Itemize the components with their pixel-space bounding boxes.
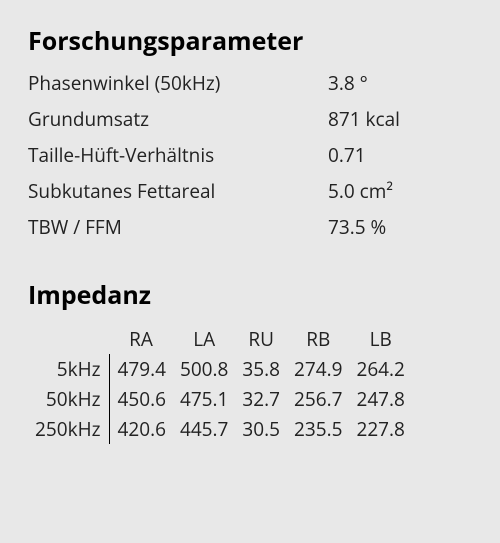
impedance-cell: 264.2 xyxy=(349,354,411,384)
impedance-cell: 256.7 xyxy=(287,384,349,414)
impedance-cell: 274.9 xyxy=(287,354,349,384)
param-label: Grundumsatz xyxy=(28,106,328,132)
param-row: Subkutanes Fettareal 5.0 cm² xyxy=(28,178,472,204)
research-parameters-section: Forschungsparameter Phasenwinkel (50kHz)… xyxy=(28,24,472,240)
param-row: TBW / FFM 73.5 % xyxy=(28,214,472,240)
param-label: Taille-Hüft-Verhältnis xyxy=(28,142,328,168)
impedance-cell: 35.8 xyxy=(235,354,287,384)
impedance-col-header: RA xyxy=(109,324,173,354)
impedance-header-row: RA LA RU RB LB xyxy=(28,324,412,354)
impedance-header-blank xyxy=(28,324,109,354)
impedance-cell: 500.8 xyxy=(173,354,235,384)
param-row: Taille-Hüft-Verhältnis 0.71 xyxy=(28,142,472,168)
impedance-row-freq: 5kHz xyxy=(28,354,109,384)
impedance-cell: 235.5 xyxy=(287,414,349,444)
research-parameters-title: Forschungsparameter xyxy=(28,24,472,58)
impedance-cell: 32.7 xyxy=(235,384,287,414)
param-row: Grundumsatz 871 kcal xyxy=(28,106,472,132)
impedance-row-freq: 50kHz xyxy=(28,384,109,414)
impedance-cell: 445.7 xyxy=(173,414,235,444)
param-value: 5.0 cm² xyxy=(328,178,393,204)
param-value: 0.71 xyxy=(328,142,366,168)
impedance-col-header: LA xyxy=(173,324,235,354)
param-label: Subkutanes Fettareal xyxy=(28,178,328,204)
impedance-cell: 30.5 xyxy=(235,414,287,444)
param-value: 3.8 ° xyxy=(328,70,368,96)
impedance-table: RA LA RU RB LB 5kHz 479.4 500.8 35.8 274… xyxy=(28,324,412,444)
impedance-title: Impedanz xyxy=(28,278,472,312)
impedance-col-header: RU xyxy=(235,324,287,354)
param-label: Phasenwinkel (50kHz) xyxy=(28,70,328,96)
impedance-cell: 420.6 xyxy=(109,414,173,444)
impedance-row: 250kHz 420.6 445.7 30.5 235.5 227.8 xyxy=(28,414,412,444)
impedance-row-freq: 250kHz xyxy=(28,414,109,444)
impedance-col-header: LB xyxy=(349,324,411,354)
impedance-row: 50kHz 450.6 475.1 32.7 256.7 247.8 xyxy=(28,384,412,414)
impedance-col-header: RB xyxy=(287,324,349,354)
impedance-cell: 247.8 xyxy=(349,384,411,414)
impedance-section: Impedanz RA LA RU RB LB 5kHz 479.4 500.8… xyxy=(28,278,472,444)
impedance-cell: 475.1 xyxy=(173,384,235,414)
impedance-cell: 450.6 xyxy=(109,384,173,414)
impedance-cell: 479.4 xyxy=(109,354,173,384)
param-value: 871 kcal xyxy=(328,106,400,132)
param-value: 73.5 % xyxy=(328,214,386,240)
param-row: Phasenwinkel (50kHz) 3.8 ° xyxy=(28,70,472,96)
param-label: TBW / FFM xyxy=(28,214,328,240)
impedance-row: 5kHz 479.4 500.8 35.8 274.9 264.2 xyxy=(28,354,412,384)
impedance-cell: 227.8 xyxy=(349,414,411,444)
